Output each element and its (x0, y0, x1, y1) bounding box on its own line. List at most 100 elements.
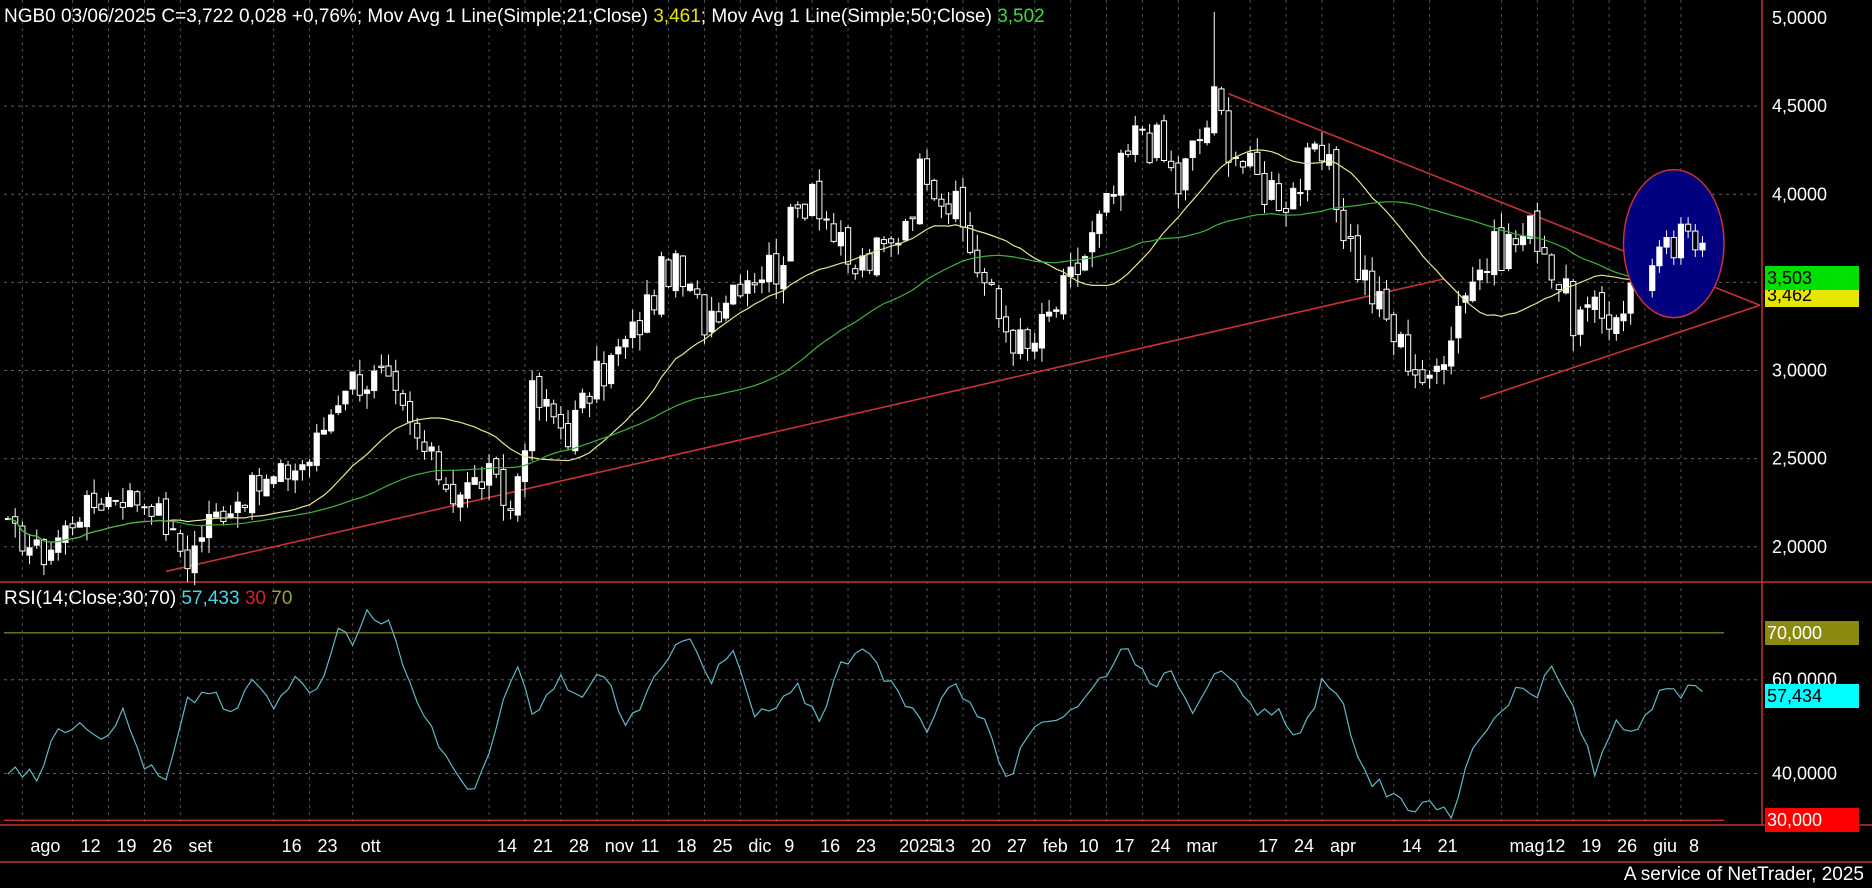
candle-body (1412, 369, 1419, 376)
candle-body (852, 268, 859, 275)
candle-body (529, 380, 536, 452)
candle-body (428, 446, 435, 452)
candle-body (730, 284, 737, 305)
symbol-line: NGB0 03/06/2025 C=3,722 0,028 +0,76% (4, 6, 357, 27)
candle-body (880, 239, 888, 245)
candle-body (665, 259, 672, 288)
ma50-price-tag: 3,503 (1765, 265, 1859, 290)
candle-body (995, 288, 1002, 320)
candle-body (1483, 270, 1491, 273)
candle-body (40, 539, 47, 566)
candle-body (737, 283, 744, 297)
candle-body (801, 203, 809, 219)
candle-body (485, 463, 493, 486)
x-tick-label: 27 (1007, 836, 1027, 856)
candle-body (794, 204, 801, 209)
candle-body (1692, 230, 1699, 251)
x-tick-label: dic (748, 836, 771, 856)
candle-body (1010, 329, 1017, 354)
price-tick-label: 5,0000 (1772, 8, 1827, 28)
candle-body (263, 478, 270, 497)
candle-body (923, 158, 931, 185)
x-tick-label: set (188, 836, 212, 856)
candle-body (55, 537, 62, 553)
x-tick-label: 24 (1294, 836, 1314, 856)
candle-body (213, 511, 220, 518)
candle-body (967, 225, 974, 253)
candle-body (1347, 236, 1354, 239)
candle-body (177, 533, 184, 552)
candle-body (342, 390, 349, 405)
candle-body (1591, 296, 1598, 310)
candle-body (1275, 183, 1282, 212)
candle-body (91, 492, 98, 508)
candle-body (1598, 292, 1606, 319)
candle-body (1182, 158, 1189, 191)
candle-body (1297, 192, 1304, 195)
candle-body (320, 429, 328, 435)
candle-body (543, 398, 550, 407)
ma21-line (7, 149, 1703, 543)
candle-body (1534, 210, 1541, 252)
candle-body (442, 484, 450, 490)
x-tick-label: giu (1653, 836, 1677, 856)
moving-averages (7, 149, 1703, 543)
candle-body (615, 346, 622, 355)
rsi-header: RSI(14;Close;30;70) 57,433 30 70 (4, 588, 292, 610)
candle-body (765, 254, 773, 283)
candle-body (1376, 291, 1383, 310)
candle-body (1002, 316, 1010, 333)
candle-body (1527, 215, 1534, 239)
candle-body (1699, 242, 1706, 251)
candle-body (1053, 309, 1060, 312)
candle-body (1649, 265, 1656, 291)
x-tick-label: 11 (641, 836, 660, 856)
candle-body (694, 288, 701, 295)
candle-body (1031, 342, 1038, 352)
candle-body (1390, 314, 1397, 343)
candle-body (270, 476, 277, 485)
ma21-label: ; Mov Avg 1 Line(Simple;21;Close) (356, 6, 654, 27)
candle-body (873, 237, 880, 276)
candle-body (241, 504, 249, 509)
candle-body (1132, 125, 1139, 155)
candle-body (392, 371, 399, 391)
x-tick-label: 12 (1545, 836, 1565, 856)
candle-body (1081, 256, 1089, 271)
x-tick-label: feb (1043, 836, 1068, 856)
candle-body (1168, 160, 1175, 169)
candle-body (909, 216, 916, 220)
candle-body (1397, 333, 1405, 348)
candle-body (356, 374, 363, 396)
candle-body (1512, 238, 1519, 246)
candle-body (277, 463, 284, 482)
rsi-70-tag: 70,000 (1765, 620, 1859, 645)
candle-body (1505, 233, 1512, 269)
candle-body (787, 206, 794, 262)
candle-body (1175, 162, 1182, 195)
candle-body (1117, 152, 1125, 196)
candle-body (1160, 120, 1168, 161)
candle-body (837, 231, 844, 247)
ma50-value: 3,502 (997, 6, 1045, 27)
candle-body (1405, 334, 1412, 372)
candle-body (600, 363, 608, 387)
candle-body (19, 525, 26, 552)
candle-body (1448, 340, 1455, 367)
candle-body (1074, 262, 1081, 275)
candle-body (1663, 237, 1670, 248)
candle-body (69, 523, 76, 529)
candle-body (1361, 269, 1369, 281)
candle-body (1211, 86, 1218, 134)
x-tick-label: 2025 (899, 836, 939, 856)
candle-body (1311, 143, 1318, 150)
candle-body (622, 339, 629, 348)
candle-body (1383, 288, 1390, 320)
candle-body (988, 282, 995, 285)
candle-body (378, 365, 385, 369)
price-header: NGB0 03/06/2025 C=3,722 0,028 +0,76%; Mo… (4, 6, 1045, 28)
candle-body (1426, 374, 1433, 379)
price-tick-label: 4,0000 (1772, 184, 1827, 204)
candle-body (902, 220, 909, 241)
